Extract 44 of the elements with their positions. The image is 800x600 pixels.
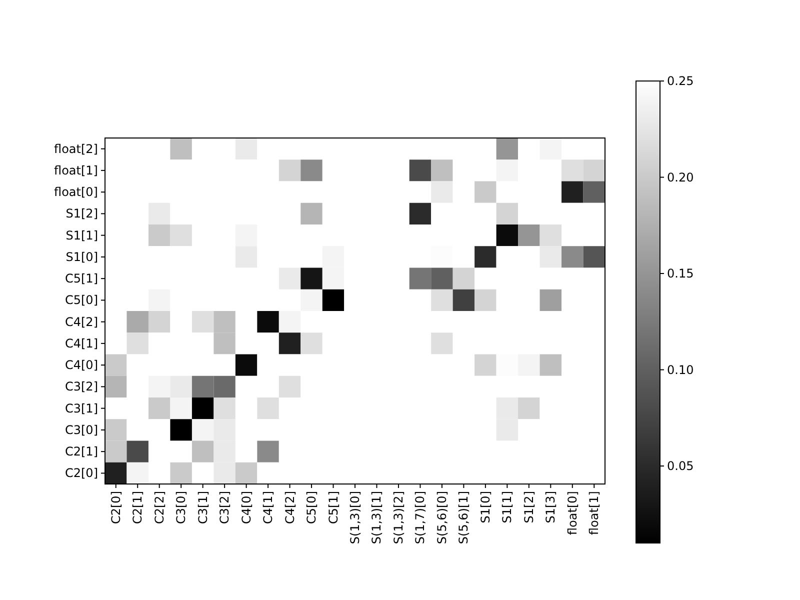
x-tick-label: S1[1] [500,491,514,524]
x-tick-label: S1[2] [522,491,536,524]
y-tick-label: C4[2] [64,314,98,329]
x-tick-label: C2[0] [108,491,123,524]
x-tick-label: C5[1] [326,491,340,524]
x-tick-label: C4[2] [282,491,297,524]
color-bar-label: 0.15 [667,266,694,280]
x-tick-label: C5[0] [304,491,319,524]
x-tick-label: S(1,3)[0] [348,491,362,544]
color-bar-label: 0.25 [667,74,694,88]
x-tick-label: S(5,6)[1] [456,491,471,544]
x-tick-label: S(1,3)[2] [391,491,406,544]
x-tick-label: S1[3] [544,491,558,524]
x-tick-label: S(1,3)[1] [370,491,384,544]
y-tick-label: C3[2] [64,380,98,394]
x-tick-label: S1[0] [478,491,492,524]
y-tick-label: float[2] [54,142,98,156]
y-tick-label: S1[2] [66,206,98,221]
x-tick-label: C3[2] [218,491,232,524]
x-tick-label: C2[2] [152,491,166,524]
x-tick-label: C3[0] [174,491,188,524]
y-tick-label: C5[1] [64,272,98,286]
x-tick-label: S(1,7)[0] [413,491,428,544]
color-bar-label: 0.05 [667,459,694,473]
y-tick-label: float[0] [54,185,98,200]
x-tick-label: float[0] [565,491,580,535]
y-tick-label: S1[0] [66,250,98,264]
x-tick-label: C3[1] [196,491,210,524]
y-tick-label: C4[0] [64,358,98,372]
x-tick-label: C4[1] [261,491,276,524]
x-tick-label: C2[1] [130,491,145,524]
y-tick-label: C2[1] [64,444,98,459]
y-tick-label: C5[0] [64,293,98,308]
y-tick-label: C3[0] [64,422,98,437]
color-bar-label: 0.10 [667,362,694,377]
y-tick-label: float[1] [54,163,98,178]
y-tick-label: C3[1] [64,401,98,416]
y-tick-label: C4[1] [64,336,98,350]
x-tick-label: float[1] [587,491,602,535]
color-bar-label: 0.20 [667,170,694,184]
y-tick-label: C2[0] [64,466,98,480]
y-tick-label: S1[1] [66,228,98,242]
x-tick-label: S(5,6)[0] [434,491,449,544]
x-tick-label: C4[0] [239,491,254,524]
